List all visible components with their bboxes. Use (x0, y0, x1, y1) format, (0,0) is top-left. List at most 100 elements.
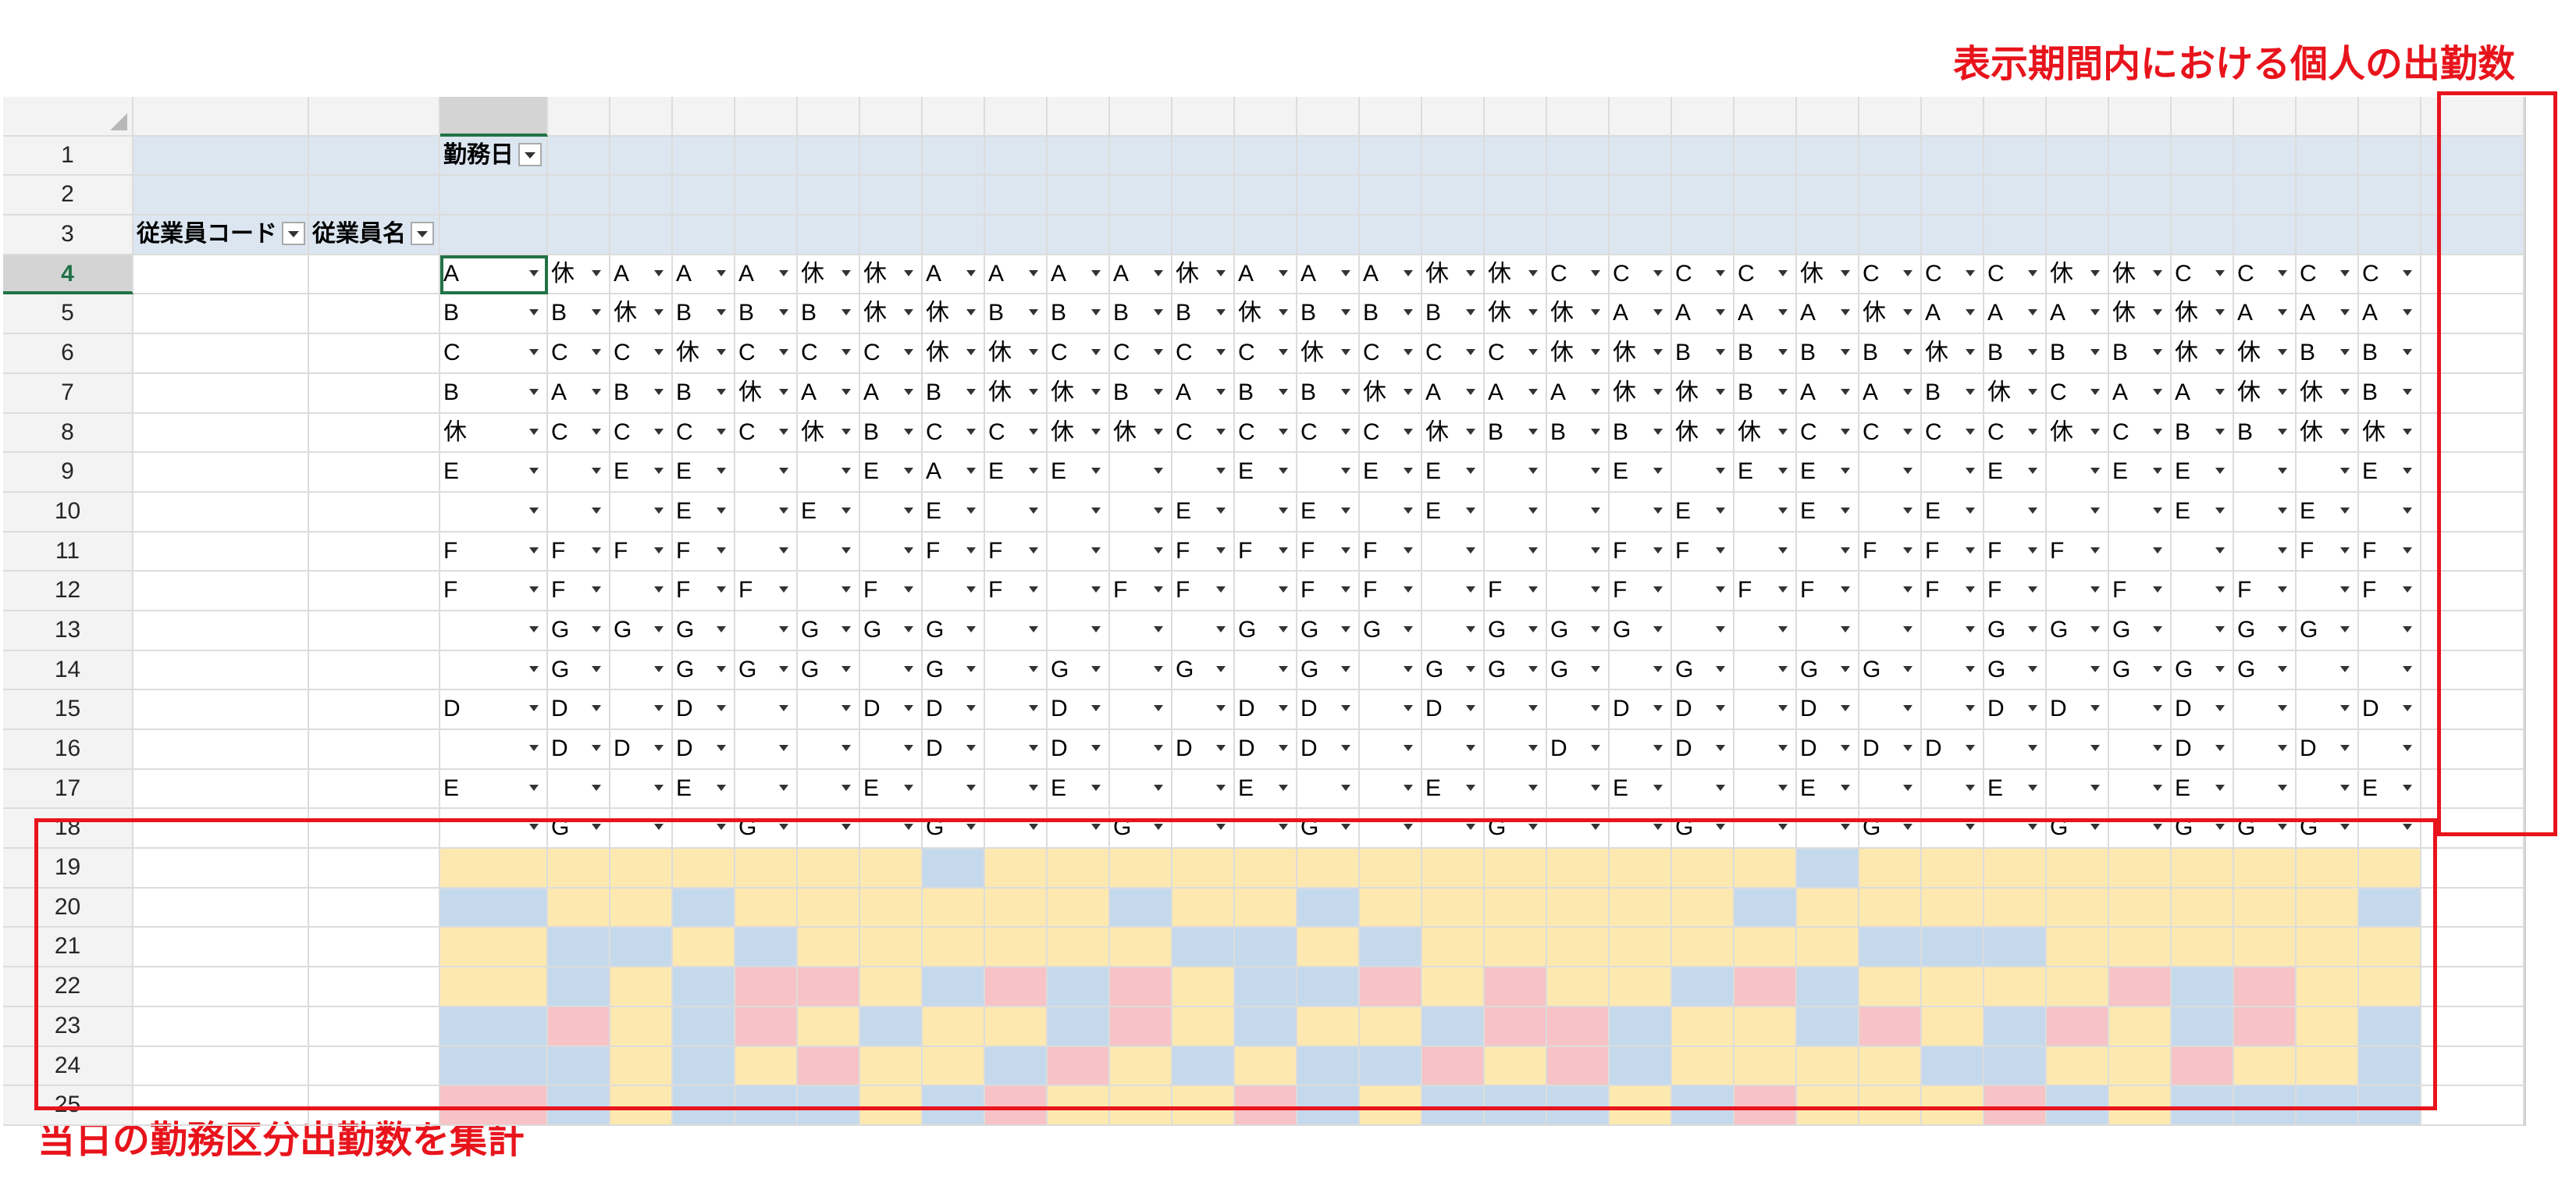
cell-A2[interactable] (133, 176, 309, 216)
shift-cell[interactable]: G (2234, 611, 2297, 651)
shift-dropdown-icon[interactable] (841, 745, 851, 751)
shift-cell[interactable]: D (673, 730, 735, 770)
day-header[interactable] (440, 216, 548, 255)
shift-cell[interactable] (2172, 572, 2234, 611)
shift-cell[interactable]: F (860, 572, 923, 611)
shift-cell[interactable] (1110, 690, 1172, 730)
shift-dropdown-icon[interactable] (1466, 745, 1475, 751)
cell-row2-9[interactable] (1110, 176, 1172, 216)
shift-cell[interactable] (1610, 492, 1672, 533)
summary-count-cell[interactable] (860, 888, 923, 928)
shift-cell[interactable] (985, 690, 1048, 730)
shift-cell[interactable]: F (1235, 532, 1297, 572)
shift-cell[interactable]: B (1984, 334, 2047, 374)
shift-cell[interactable] (923, 769, 985, 810)
cell-row1-11[interactable] (1235, 136, 1297, 176)
cell-row1-12[interactable] (1297, 136, 1360, 176)
shift-cell[interactable]: E (1235, 453, 1297, 493)
shift-dropdown-icon[interactable] (592, 428, 601, 435)
summary-count-cell[interactable] (2172, 888, 2234, 928)
shift-cell[interactable]: B (1422, 294, 1485, 335)
shift-cell[interactable]: G (1360, 611, 1422, 651)
column-header-Z[interactable] (1922, 97, 1984, 137)
summary-count-cell[interactable] (923, 967, 985, 1007)
shift-dropdown-icon[interactable] (779, 745, 788, 751)
shift-dropdown-icon[interactable] (1903, 507, 1912, 514)
shift-cell[interactable]: G (2234, 650, 2297, 691)
shift-dropdown-icon[interactable] (1466, 269, 1475, 276)
shift-cell[interactable] (1360, 690, 1422, 730)
summary-count-cell[interactable] (2109, 888, 2172, 928)
summary-count-cell[interactable] (2297, 888, 2359, 928)
shift-cell[interactable] (2234, 690, 2297, 730)
shift-dropdown-icon[interactable] (1591, 784, 1600, 791)
shift-dropdown-icon[interactable] (2028, 349, 2037, 356)
summary-count-cell[interactable] (860, 1086, 923, 1126)
row-header-24[interactable]: 24 (3, 1046, 133, 1087)
shift-dropdown-icon[interactable] (1091, 824, 1101, 831)
shift-cell[interactable] (1797, 532, 1859, 572)
shift-cell[interactable] (1735, 769, 1797, 810)
shift-dropdown-icon[interactable] (779, 349, 788, 356)
shift-dropdown-icon[interactable] (904, 824, 913, 831)
shift-dropdown-icon[interactable] (1279, 784, 1288, 791)
cell-row2-0[interactable] (548, 176, 610, 216)
row-header-18[interactable]: 18 (3, 809, 133, 850)
shift-cell[interactable]: C (673, 413, 735, 454)
summary-count-cell[interactable] (1172, 1086, 1235, 1126)
shift-dropdown-icon[interactable] (904, 388, 913, 395)
shift-dropdown-icon[interactable] (1466, 665, 1475, 672)
shift-cell[interactable]: F (2359, 572, 2421, 611)
summary-count-cell[interactable] (1672, 888, 1735, 928)
shift-dropdown-icon[interactable] (904, 625, 913, 632)
shift-cell[interactable] (860, 492, 923, 533)
shift-dropdown-icon[interactable] (1466, 468, 1475, 475)
shift-cell[interactable]: D (610, 730, 673, 770)
cell-row1-3[interactable] (735, 136, 798, 176)
shift-cell[interactable]: D (1172, 730, 1235, 770)
summary-count-cell[interactable] (2172, 849, 2234, 889)
pivot-field-workday[interactable]: 勤務日 (440, 136, 548, 176)
shift-dropdown-icon[interactable] (1466, 349, 1475, 356)
summary-count-cell[interactable] (1735, 967, 1797, 1007)
shift-dropdown-icon[interactable] (1091, 784, 1101, 791)
summary-count-cell[interactable] (1547, 888, 1610, 928)
shift-cell[interactable]: A (860, 373, 923, 414)
shift-cell[interactable]: 休 (1610, 334, 1672, 374)
shift-cell[interactable]: A (1297, 255, 1360, 295)
row-header-9[interactable]: 9 (3, 453, 133, 493)
shift-dropdown-icon[interactable] (1716, 468, 1725, 475)
day-header[interactable] (1610, 216, 1672, 255)
shift-dropdown-icon[interactable] (1903, 665, 1912, 672)
cell-row2-16[interactable] (1547, 176, 1610, 216)
shift-dropdown-icon[interactable] (1216, 507, 1226, 514)
shift-dropdown-icon[interactable] (529, 784, 539, 791)
row-header-7[interactable]: 7 (3, 373, 133, 414)
shift-cell[interactable]: C (2359, 255, 2421, 295)
summary-blank-cell[interactable] (309, 967, 440, 1007)
summary-count-cell[interactable] (1360, 967, 1422, 1007)
shift-dropdown-icon[interactable] (1591, 468, 1600, 475)
shift-dropdown-icon[interactable] (1216, 665, 1226, 672)
shift-cell[interactable] (1547, 453, 1610, 493)
shift-dropdown-icon[interactable] (1528, 665, 1538, 672)
shift-dropdown-icon[interactable] (654, 586, 664, 593)
shift-dropdown-icon[interactable] (1528, 625, 1538, 632)
workday-total-cell[interactable] (2421, 492, 2524, 533)
shift-dropdown-icon[interactable] (2340, 507, 2350, 514)
column-header-I[interactable] (860, 97, 923, 137)
summary-count-cell[interactable] (2359, 849, 2421, 889)
summary-count-cell[interactable] (735, 1006, 798, 1047)
shift-cell[interactable]: F (1297, 532, 1360, 572)
summary-count-cell[interactable] (1610, 1006, 1672, 1047)
cell-row2-14[interactable] (1422, 176, 1485, 216)
shift-cell[interactable]: C (548, 334, 610, 374)
shift-cell[interactable]: 休 (1110, 413, 1172, 454)
shift-cell[interactable]: 休 (860, 294, 923, 335)
shift-dropdown-icon[interactable] (966, 269, 976, 276)
shift-dropdown-icon[interactable] (1841, 388, 1850, 395)
summary-blank-cell[interactable] (309, 1006, 440, 1047)
shift-dropdown-icon[interactable] (717, 428, 726, 435)
shift-dropdown-icon[interactable] (654, 745, 664, 751)
shift-dropdown-icon[interactable] (2215, 468, 2225, 475)
